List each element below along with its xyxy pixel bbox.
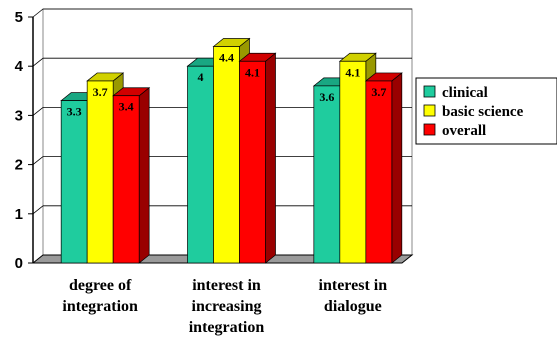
data-label: 4.1 <box>345 65 360 79</box>
bar-front <box>239 60 266 264</box>
x-tick-label: degree of <box>69 277 132 294</box>
x-category-labels: degree of integration interest in increasin… <box>62 277 387 336</box>
legend: clinical basic science overall <box>415 77 557 145</box>
bar-front <box>86 80 114 264</box>
legend-label: clinical <box>442 85 488 101</box>
y-tick-label: 0 <box>15 255 23 272</box>
legend-swatch <box>423 123 436 136</box>
legend-swatch <box>423 104 436 117</box>
x-tick-label: interest in <box>192 277 261 294</box>
data-label: 4.4 <box>219 51 234 65</box>
bar-front <box>60 100 88 264</box>
bar <box>112 86 151 264</box>
bar-front <box>339 60 367 264</box>
gridline <box>32 156 44 165</box>
data-label: 4 <box>198 70 204 84</box>
legend-box <box>415 77 557 145</box>
y-tick-label: 2 <box>15 157 23 174</box>
data-label: 3.7 <box>93 85 108 99</box>
gridline <box>32 8 44 18</box>
bar-front <box>213 46 240 264</box>
bar-front <box>365 80 393 264</box>
bar-side <box>391 72 403 264</box>
bars <box>60 37 403 264</box>
bar <box>364 72 403 264</box>
data-label: 3.3 <box>67 105 82 119</box>
bar-side <box>138 86 150 264</box>
legend-label: overall <box>442 123 486 139</box>
legend-swatch <box>423 85 436 98</box>
data-label: 4.1 <box>245 65 260 79</box>
y-tick-label: 1 <box>15 206 23 223</box>
gridline <box>32 57 44 67</box>
data-label: 3.7 <box>371 85 386 99</box>
data-label: 3.6 <box>319 90 334 104</box>
x-tick-label: integration <box>62 298 138 315</box>
y-tick-labels: 0 1 2 3 4 5 <box>15 9 24 272</box>
x-tick-label: dialogue <box>324 298 382 315</box>
gridline <box>32 205 44 215</box>
x-tick-label: integration <box>189 319 265 336</box>
data-label: 3.4 <box>119 100 134 114</box>
data-labels: 3.3 3.7 3.4 4 4.4 4.1 3.6 4.1 3.7 <box>67 51 387 119</box>
gridline <box>32 107 44 116</box>
bar-front <box>112 95 140 264</box>
y-tick-label: 3 <box>15 107 23 124</box>
bar-side <box>265 52 276 264</box>
x-tick-label: increasing <box>192 298 262 315</box>
bar <box>238 52 277 264</box>
x-tick-label: interest in <box>319 277 388 294</box>
y-tick-label: 4 <box>15 58 24 75</box>
bar-front <box>187 65 214 264</box>
y-tick-label: 5 <box>15 9 23 26</box>
legend-label: basic science <box>442 104 524 120</box>
bar-front <box>313 85 341 264</box>
